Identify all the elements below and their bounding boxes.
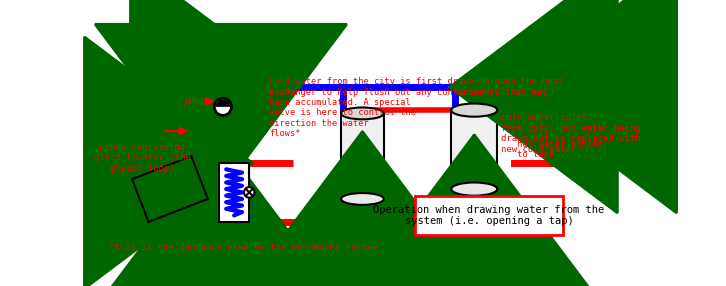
Text: *this is the approach used by the EnerWorks system: *this is the approach used by the EnerWo… [109,243,378,252]
Text: Cold water from the city is first drawn through the heat
exchanger to help flush: Cold water from the city is first drawn … [269,77,563,138]
Text: cold water inlet
from city, hot water being
drawn out is replaced with
new cold : cold water inlet from city, hot water be… [501,114,640,154]
Bar [341,114,384,199]
Wedge shape [216,100,230,107]
Bar [219,163,249,222]
Text: pipes containing
glyco l/water (the
glycol loop): pipes containing glyco l/water (the glyc… [94,143,190,173]
Ellipse shape [452,104,497,117]
Text: pump: pump [184,97,205,106]
Ellipse shape [341,108,384,119]
FancyBboxPatch shape [415,196,563,235]
Bar [219,163,249,222]
Bar [452,110,497,189]
Polygon shape [132,156,208,222]
Circle shape [244,187,255,198]
Circle shape [214,98,232,115]
Ellipse shape [341,193,384,205]
Text: Operation when drawing water from the
system (i.e. opening a tap): Operation when drawing water from the sy… [373,204,605,226]
Polygon shape [122,168,198,234]
Text: hot water outlet
to taps: hot water outlet to taps [517,140,603,159]
Ellipse shape [452,182,497,196]
